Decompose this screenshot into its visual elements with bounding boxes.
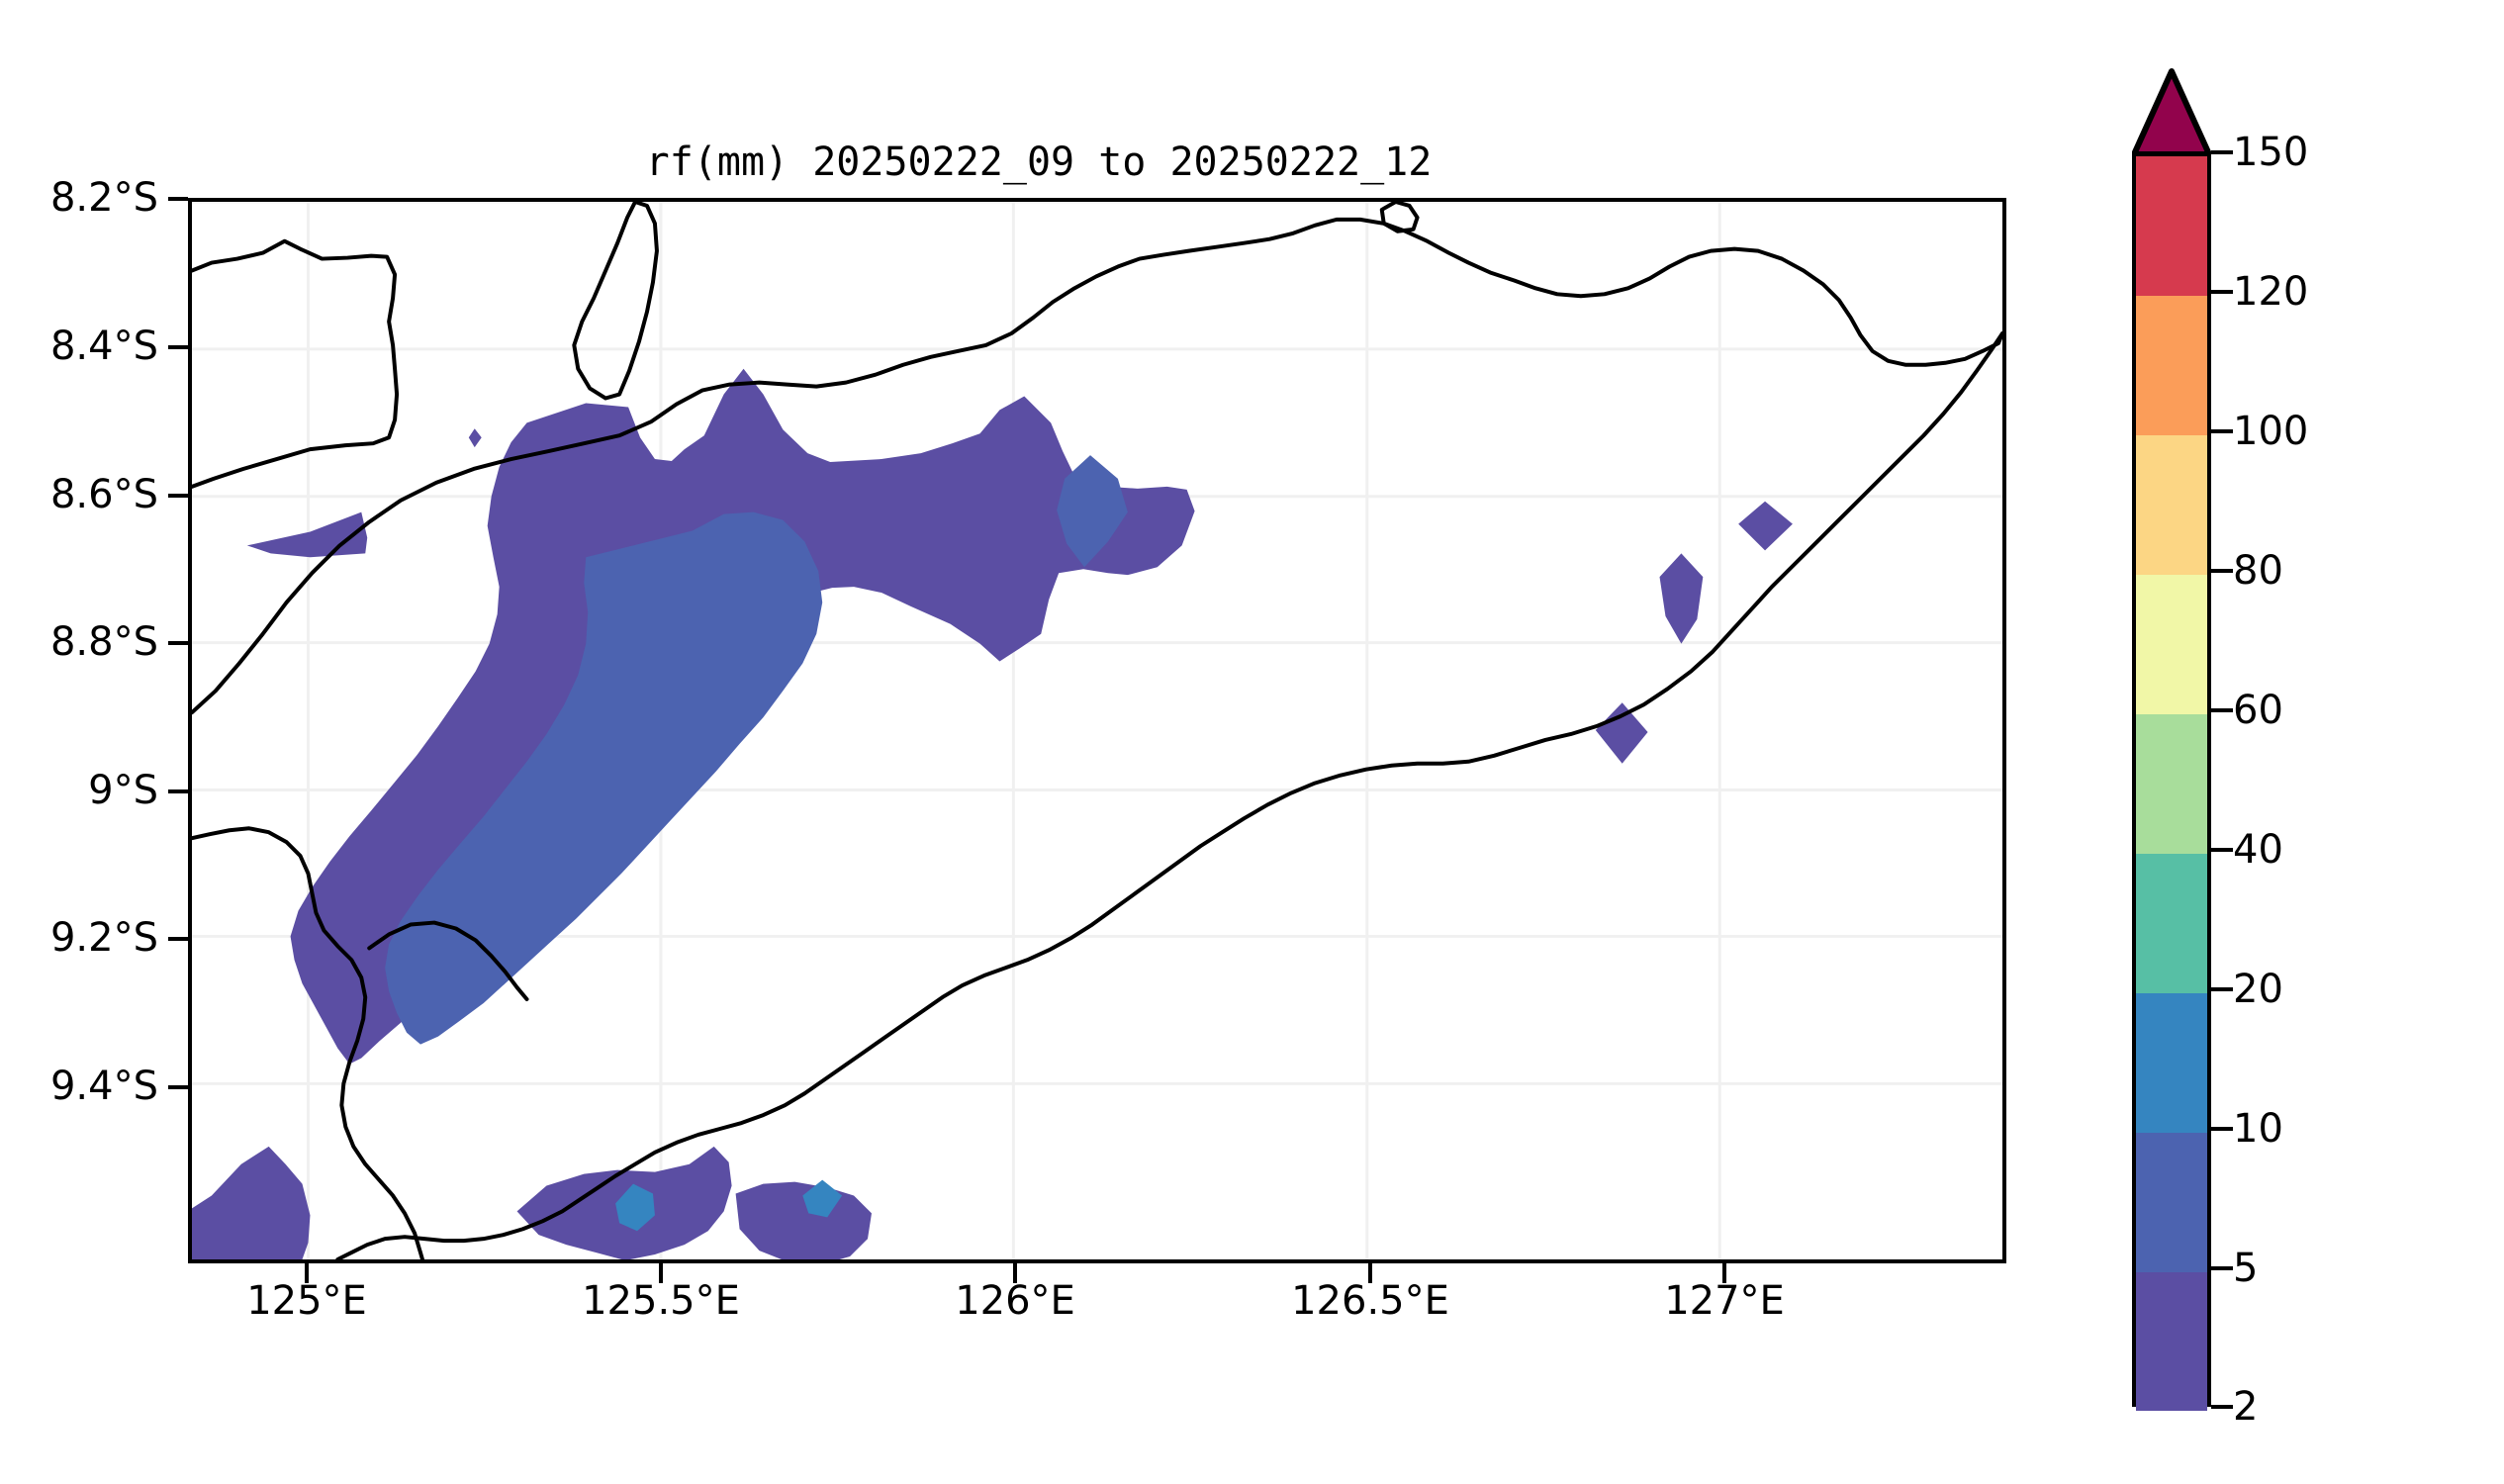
y-tick-label: 9.4°S <box>49 1064 158 1109</box>
y-tick-mark <box>168 197 188 201</box>
x-tick-label: 125.5°E <box>582 1278 740 1324</box>
x-tick-label: 126°E <box>955 1278 1075 1324</box>
colorbar-tick-label: 5 <box>2233 1246 2259 1291</box>
colorbar-tick-mark <box>2211 429 2233 433</box>
colorbar-tick-mark <box>2211 848 2233 852</box>
coastline-oecusse <box>192 826 424 1259</box>
map-canvas <box>192 202 2002 1259</box>
y-tick-mark <box>168 789 188 793</box>
rainfall-maximum-core2 <box>802 1179 843 1218</box>
colorbar-tick-mark <box>2211 708 2233 712</box>
rainfall-patch-east-south <box>1595 702 1648 764</box>
y-tick-label: 8.6°S <box>49 472 158 517</box>
y-tick-label: 8.8°S <box>49 619 158 665</box>
colorbar-band-2-5 <box>2136 1272 2207 1411</box>
colorbar-tick-label: 100 <box>2233 409 2309 454</box>
rainfall-patch-east-north <box>1738 501 1793 551</box>
colorbar-band-5-10 <box>2136 1133 2207 1272</box>
colorbar-tick-mark <box>2211 1266 2233 1270</box>
title-line-1: rf(mm) 20250222_09 to 20250222_12 <box>645 139 1433 185</box>
colorbar-gradient <box>2132 152 2211 1411</box>
colorbar-tick-mark <box>2211 1127 2233 1131</box>
coastline-small-island <box>572 202 659 401</box>
coastline-atauro <box>192 238 400 489</box>
rainfall-band-2-5 <box>192 368 1793 1259</box>
y-tick-label: 9.2°S <box>49 915 158 961</box>
y-tick-label: 8.4°S <box>49 324 158 369</box>
colorbar-tick-label: 120 <box>2233 269 2309 315</box>
coastline-tiny-island-ne <box>1379 202 1420 233</box>
rainfall-patch-sw-east <box>735 1181 872 1259</box>
x-tick-mark <box>1368 1263 1372 1283</box>
colorbar-tick-mark <box>2211 569 2233 573</box>
x-tick-mark <box>659 1263 663 1283</box>
rainfall-patch-east-mid <box>1659 553 1704 644</box>
colorbar-band-40-60 <box>2136 714 2207 854</box>
rainfall-band-10-20 <box>615 1179 843 1232</box>
colorbar-tick-mark <box>2211 987 2233 991</box>
colorbar-tick-label: 20 <box>2233 967 2283 1012</box>
x-tick-label: 127°E <box>1664 1278 1785 1324</box>
colorbar-extend-arrow-icon <box>2132 68 2211 156</box>
colorbar-tick-label: 2 <box>2233 1384 2259 1430</box>
colorbar-band-80-100 <box>2136 435 2207 575</box>
colorbar-band-10-20 <box>2136 993 2207 1133</box>
colorbar-tick-label: 40 <box>2233 827 2283 873</box>
colorbar-tick-mark <box>2211 290 2233 294</box>
y-tick-label: 9°S <box>88 768 158 813</box>
y-tick-mark <box>168 1085 188 1089</box>
x-tick-label: 126.5°E <box>1291 1278 1449 1324</box>
map-plot-area[interactable] <box>188 198 2006 1263</box>
rainfall-core-central <box>385 511 823 1045</box>
y-tick-mark <box>168 345 188 349</box>
colorbar-band-120-150 <box>2136 156 2207 296</box>
colorbar-tick-label: 10 <box>2233 1106 2283 1152</box>
colorbar-tick-label: 150 <box>2233 130 2309 175</box>
colorbar-band-100-120 <box>2136 296 2207 435</box>
colorbar-band-20-40 <box>2136 854 2207 993</box>
colorbar-band-60-80 <box>2136 575 2207 714</box>
x-tick-mark <box>1722 1263 1726 1283</box>
rainfall-patch-sw-corner <box>192 1146 311 1259</box>
colorbar-tick-mark <box>2211 150 2233 154</box>
rainfall-maximum-core <box>615 1183 655 1232</box>
y-tick-mark <box>168 494 188 498</box>
colorbar-tick-label: 60 <box>2233 688 2283 733</box>
colorbar[interactable]: 150 120 100 80 60 40 20 10 5 2 <box>2132 67 2308 1430</box>
coastlines <box>192 202 2002 1259</box>
y-tick-label: 8.2°S <box>49 175 158 221</box>
coastline-timor-north <box>192 217 2002 715</box>
x-tick-mark <box>1013 1263 1017 1283</box>
coastline-west-bay <box>367 920 529 1001</box>
colorbar-tick-label: 80 <box>2233 548 2283 594</box>
y-tick-mark <box>168 937 188 941</box>
rainfall-band-5-10 <box>385 455 1128 1045</box>
x-tick-mark <box>305 1263 309 1283</box>
coastline-timor-south <box>335 331 2002 1259</box>
colorbar-tick-mark <box>2211 1405 2233 1409</box>
x-tick-label: 125°E <box>246 1278 367 1324</box>
rainfall-patch-speck <box>468 428 482 448</box>
rainfall-core-eastnotch <box>1057 455 1128 568</box>
y-tick-mark <box>168 641 188 645</box>
